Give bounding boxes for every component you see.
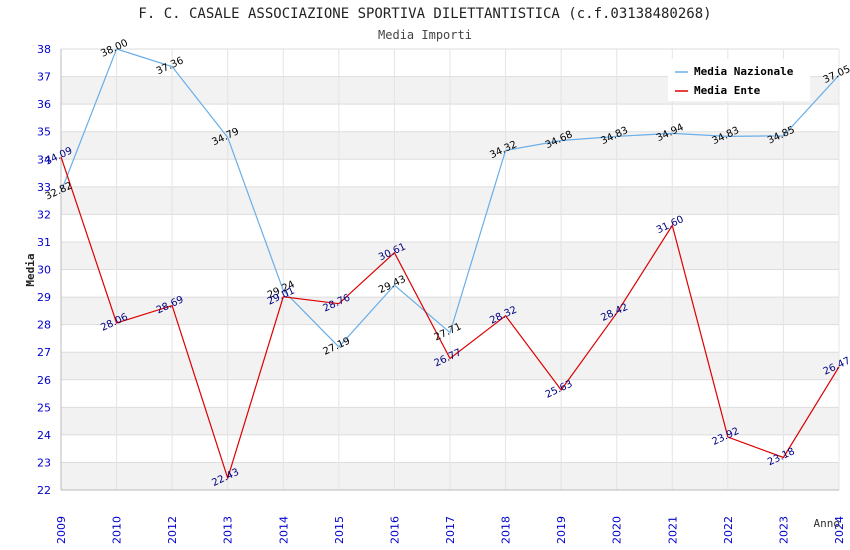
y-tick-label: 26 bbox=[37, 374, 51, 387]
y-tick-label: 31 bbox=[37, 236, 51, 249]
y-axis-label: Media bbox=[24, 253, 37, 286]
x-tick-label: 2010 bbox=[111, 516, 124, 544]
legend-label-media-ente: Media Ente bbox=[694, 84, 761, 97]
y-axis-ticks: 22 23 24 25 26 27 28 29 30 31 32 33 34 35 36 37 38 bbox=[37, 43, 51, 497]
y-tick-label: 22 bbox=[37, 484, 51, 497]
x-tick-label: 2015 bbox=[333, 516, 346, 544]
x-tick-label: 2012 bbox=[166, 516, 179, 544]
y-tick-label: 27 bbox=[37, 346, 51, 359]
series-lines bbox=[60, 48, 840, 481]
x-tick-label: 2013 bbox=[222, 516, 235, 544]
x-tick-label: 2016 bbox=[388, 516, 401, 544]
x-tick-label: 2020 bbox=[611, 516, 624, 544]
x-tick-label: 2017 bbox=[444, 516, 457, 544]
legend: Media Nazionale Media Ente bbox=[668, 59, 810, 101]
y-tick-label: 24 bbox=[37, 429, 51, 442]
chart-subtitle: Media Importi bbox=[378, 28, 472, 42]
y-tick-label: 38 bbox=[37, 43, 51, 56]
y-tick-label: 30 bbox=[37, 264, 51, 277]
series-line-media-nazionale bbox=[60, 48, 840, 348]
series-line-media-ente bbox=[60, 156, 840, 481]
y-tick-label: 29 bbox=[37, 291, 51, 304]
y-tick-label: 28 bbox=[37, 319, 51, 332]
x-axis-ticks: 2009 2010 2012 2013 2014 2015 2016 2017 2018 2019… bbox=[55, 516, 846, 544]
legend-label-media-nazionale: Media Nazionale bbox=[694, 65, 794, 78]
y-tick-label: 36 bbox=[37, 98, 51, 111]
x-tick-label: 2014 bbox=[277, 516, 290, 544]
x-tick-label: 2021 bbox=[666, 516, 679, 544]
y-tick-label: 34 bbox=[37, 153, 51, 166]
y-tick-label: 32 bbox=[37, 208, 51, 221]
x-tick-label: 2019 bbox=[555, 516, 568, 544]
gridlines bbox=[60, 48, 840, 491]
x-tick-label: 2023 bbox=[777, 516, 790, 544]
legend-box bbox=[668, 59, 810, 101]
y-tick-label: 33 bbox=[37, 181, 51, 194]
chart-title: F. C. CASALE ASSOCIAZIONE SPORTIVA DILET… bbox=[138, 6, 711, 22]
x-tick-label: 2018 bbox=[500, 516, 513, 544]
x-tick-label: 2022 bbox=[722, 516, 735, 544]
x-axis-label: Anno bbox=[814, 517, 841, 530]
y-tick-label: 35 bbox=[37, 126, 51, 139]
x-tick-label: 2024 bbox=[833, 516, 846, 544]
y-tick-label: 37 bbox=[37, 71, 51, 84]
x-tick-label: 2009 bbox=[55, 516, 68, 544]
y-tick-label: 25 bbox=[37, 401, 51, 414]
y-tick-label: 23 bbox=[37, 456, 51, 469]
